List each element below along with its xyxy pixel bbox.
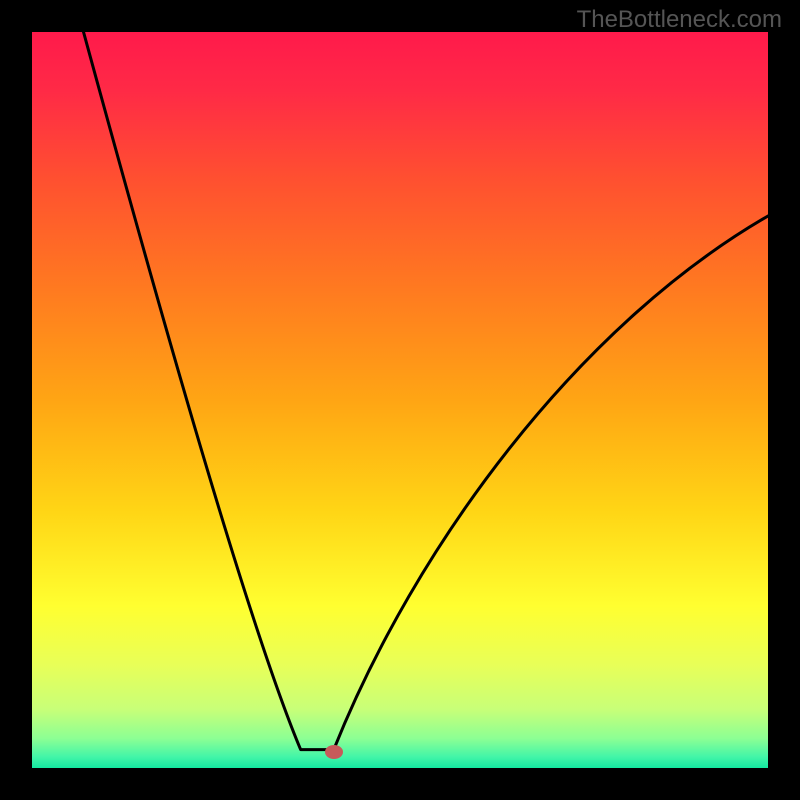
watermark-text: TheBottleneck.com (577, 6, 782, 34)
chart-stage: TheBottleneck.com (0, 0, 800, 800)
plot-area (32, 32, 768, 768)
optimum-marker (325, 745, 343, 759)
bottleneck-curve (32, 32, 768, 768)
